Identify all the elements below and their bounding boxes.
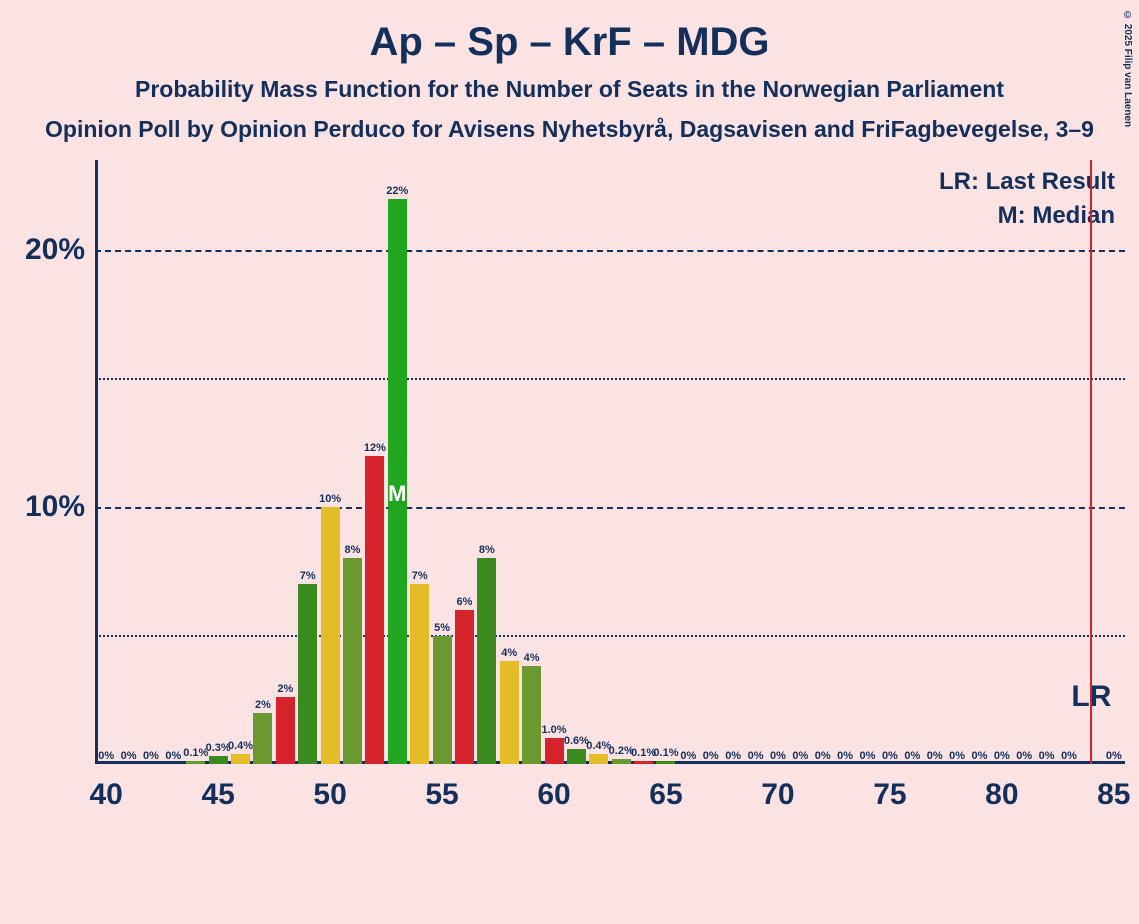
- bar-value-label: 0.1%: [183, 747, 208, 761]
- pmf-bar: 0.2%: [612, 759, 631, 764]
- x-tick-label: 55: [425, 764, 458, 812]
- bar-value-label: 6%: [457, 596, 473, 610]
- bar-value-label: 0.1%: [631, 747, 656, 761]
- bar-value-label: 0.3%: [206, 742, 231, 756]
- x-tick-label: 60: [537, 764, 570, 812]
- gridline-major: [95, 250, 1125, 252]
- bar-value-label: 0%: [703, 750, 719, 764]
- bar-value-label: 4%: [501, 647, 517, 661]
- x-tick-label: 85: [1097, 764, 1130, 812]
- bar-value-label: 1.0%: [541, 724, 566, 738]
- pmf-bar: 0.1%: [634, 761, 653, 764]
- bar-value-label: 0.4%: [586, 740, 611, 754]
- x-tick-label: 40: [90, 764, 123, 812]
- pmf-bar: 0.4%: [589, 754, 608, 764]
- bar-value-label: 12%: [364, 442, 386, 456]
- bar-value-label: 0%: [792, 750, 808, 764]
- pmf-bar: 4%: [522, 666, 541, 764]
- bar-value-label: 22%: [386, 185, 408, 199]
- chart-poll-info: Opinion Poll by Opinion Perduco for Avis…: [0, 116, 1139, 143]
- pmf-bar: 7%: [298, 584, 317, 764]
- bar-value-label: 0.4%: [228, 740, 253, 754]
- bar-value-label: 0%: [143, 750, 159, 764]
- bar-value-label: 0%: [949, 750, 965, 764]
- bar-value-label: 2%: [255, 699, 271, 713]
- x-tick-label: 45: [201, 764, 234, 812]
- bar-value-label: 0%: [882, 750, 898, 764]
- bar-value-label: 8%: [345, 544, 361, 558]
- x-tick-label: 50: [313, 764, 346, 812]
- pmf-bar: 2%: [276, 697, 295, 764]
- bar-value-label: 5%: [434, 622, 450, 636]
- bar-value-label: 0.1%: [653, 747, 678, 761]
- bar-value-label: 4%: [524, 652, 540, 666]
- bar-value-label: 7%: [412, 570, 428, 584]
- bar-value-label: 0%: [1061, 750, 1077, 764]
- pmf-bar: 0.6%: [567, 749, 586, 764]
- bar-value-label: 7%: [300, 570, 316, 584]
- bar-value-label: 0%: [1016, 750, 1032, 764]
- pmf-bar: 0.1%: [186, 761, 205, 764]
- legend-median: M: Median: [998, 202, 1115, 230]
- x-tick-label: 65: [649, 764, 682, 812]
- pmf-bar: 12%: [365, 456, 384, 764]
- bar-value-label: 0.2%: [609, 745, 634, 759]
- pmf-bar: 1.0%: [545, 738, 564, 764]
- pmf-bar: 2%: [253, 713, 272, 764]
- pmf-bar: 10%: [321, 507, 340, 764]
- bar-value-label: 0.6%: [564, 735, 589, 749]
- pmf-bar: 8%: [343, 558, 362, 764]
- pmf-bar: 0.4%: [231, 754, 250, 764]
- x-tick-label: 75: [873, 764, 906, 812]
- chart-title: Ap – Sp – KrF – MDG: [0, 20, 1139, 65]
- pmf-bar: 6%: [455, 610, 474, 764]
- bar-value-label: 0%: [1039, 750, 1055, 764]
- gridline-minor: [95, 378, 1125, 380]
- copyright-text: © 2025 Filip van Laenen: [1122, 10, 1133, 127]
- median-marker: M: [388, 481, 406, 507]
- bar-value-label: 0%: [994, 750, 1010, 764]
- bar-value-label: 0%: [725, 750, 741, 764]
- gridline-minor: [95, 635, 1125, 637]
- pmf-bar: 4%: [500, 661, 519, 764]
- x-tick-label: 80: [985, 764, 1018, 812]
- bar-value-label: 2%: [277, 683, 293, 697]
- bar-value-label: 0%: [904, 750, 920, 764]
- bar-value-label: 0%: [770, 750, 786, 764]
- bar-value-label: 0%: [927, 750, 943, 764]
- lr-line: [1090, 160, 1092, 764]
- pmf-bar: 0.3%: [209, 756, 228, 764]
- legend-lr: LR: Last Result: [939, 168, 1115, 196]
- bar-value-label: 0%: [860, 750, 876, 764]
- chart-subtitle: Probability Mass Function for the Number…: [0, 76, 1139, 103]
- pmf-chart: LR: Last Result M: Median LR 10%20%40455…: [95, 160, 1125, 764]
- pmf-bar: 8%: [477, 558, 496, 764]
- bar-value-label: 8%: [479, 544, 495, 558]
- pmf-bar: 7%: [410, 584, 429, 764]
- bar-value-label: 0%: [98, 750, 114, 764]
- bar-value-label: 0%: [815, 750, 831, 764]
- bar-value-label: 0%: [165, 750, 181, 764]
- bar-value-label: 10%: [319, 493, 341, 507]
- bar-value-label: 0%: [1106, 750, 1122, 764]
- y-tick-label: 10%: [25, 490, 95, 524]
- bar-value-label: 0%: [680, 750, 696, 764]
- bar-value-label: 0%: [972, 750, 988, 764]
- bar-value-label: 0%: [837, 750, 853, 764]
- pmf-bar: 0.1%: [656, 761, 675, 764]
- gridline-major: [95, 507, 1125, 509]
- y-tick-label: 20%: [25, 233, 95, 267]
- bar-value-label: 0%: [748, 750, 764, 764]
- pmf-bar: 5%: [433, 636, 452, 765]
- bar-value-label: 0%: [121, 750, 137, 764]
- x-tick-label: 70: [761, 764, 794, 812]
